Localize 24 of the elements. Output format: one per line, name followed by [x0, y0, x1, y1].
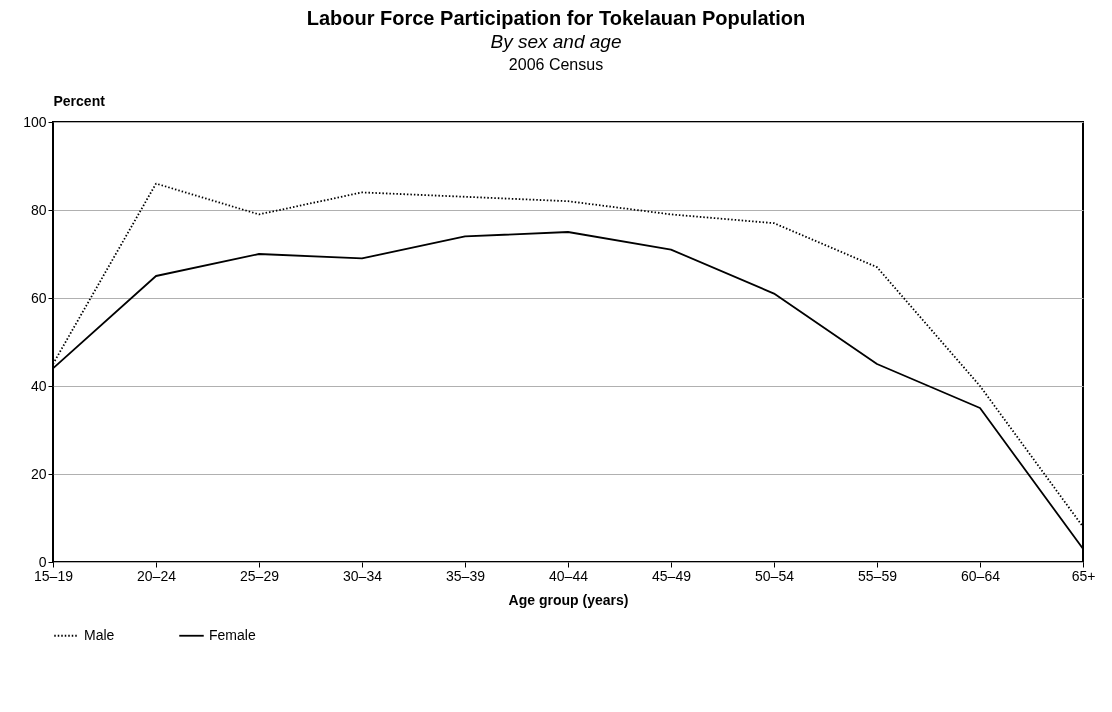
x-axis-title: Age group (years): [508, 591, 629, 608]
x-tick-label: 65+: [1071, 567, 1096, 584]
x-tick-label: 40–44: [549, 567, 589, 584]
chart-title: Labour Force Participation for Tokelauan Population: [305, 6, 807, 30]
text: 2006 Census: [507, 55, 605, 75]
x-tick-label: 25–29: [240, 567, 280, 584]
y-tick-label: 60: [30, 289, 47, 306]
y-tick-label: 40: [30, 377, 47, 394]
legend-label: Female: [209, 626, 256, 643]
legend-label: Male: [84, 626, 115, 643]
x-tick-label: 35–39: [446, 567, 486, 584]
x-tick-label: 30–34: [343, 567, 383, 584]
y-tick-label: 100: [23, 113, 47, 130]
x-tick-label: 55–59: [858, 567, 898, 584]
chart-subtitle: By sex and age: [489, 30, 623, 54]
y-tick-label: 20: [30, 465, 47, 482]
y-tick-label: 0: [38, 553, 47, 570]
x-tick-label: 20–24: [137, 567, 177, 584]
x-tick-label: 15–19: [34, 567, 74, 584]
x-tick-label: 45–49: [652, 567, 692, 584]
y-axis-title: Percent: [53, 92, 106, 109]
y-tick-label: 80: [30, 201, 47, 218]
x-tick-label: 60–64: [961, 567, 1001, 584]
x-tick-label: 50–54: [755, 567, 795, 584]
